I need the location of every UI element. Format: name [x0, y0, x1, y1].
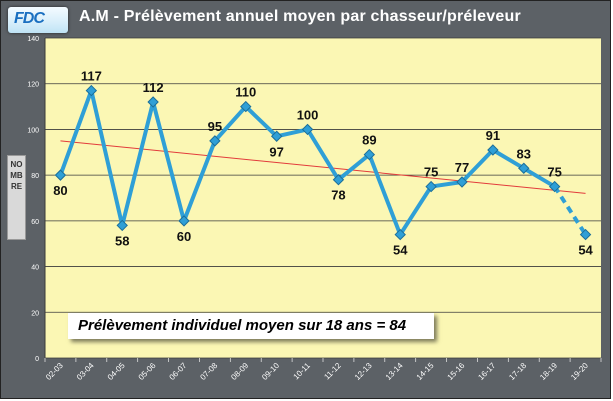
y-tick-label: 120 — [27, 82, 39, 89]
data-label: 83 — [517, 146, 531, 161]
data-label: 112 — [143, 80, 164, 95]
data-point — [270, 130, 283, 142]
data-point — [487, 144, 499, 156]
x-tick-label: 03-04 — [75, 361, 96, 382]
data-label: 58 — [115, 233, 129, 248]
data-label: 54 — [578, 243, 593, 258]
x-tick-label: 11-12 — [322, 361, 343, 382]
y-tick-label: 100 — [27, 127, 39, 134]
data-point — [332, 174, 345, 186]
data-label: 89 — [362, 133, 376, 148]
data-point — [425, 180, 437, 193]
data-point — [301, 123, 314, 136]
y-tick-label: 20 — [31, 310, 39, 317]
trend-line — [60, 140, 586, 194]
data-label: 80 — [53, 183, 67, 198]
x-tick-label: 06-07 — [168, 361, 189, 382]
data-label: 75 — [547, 165, 561, 180]
x-tick-label: 04-05 — [106, 361, 127, 382]
data-label: 95 — [208, 119, 222, 134]
data-label: 75 — [424, 165, 438, 180]
x-tick-label: 05-06 — [137, 361, 158, 382]
series-line-projection — [552, 185, 588, 236]
data-point — [518, 162, 530, 174]
data-point — [456, 176, 468, 188]
data-label: 54 — [393, 243, 408, 258]
x-tick-label: 08-09 — [229, 361, 250, 382]
data-label: 77 — [455, 160, 469, 175]
y-axis-label: NOMBRE — [10, 160, 23, 191]
data-label: 60 — [177, 229, 191, 244]
x-tick-label: 14-15 — [415, 361, 436, 382]
data-label: 78 — [331, 188, 345, 203]
chart-title: A.M - Prélèvement annuel moyen par chass… — [79, 8, 521, 25]
data-point — [116, 219, 128, 232]
y-axis-label-box: NOMBRE — [7, 155, 26, 240]
x-tick-label: 12-13 — [353, 361, 374, 382]
data-label: 117 — [81, 69, 102, 84]
fdc-logo: FDC — [8, 7, 68, 33]
y-tick-label: 60 — [31, 219, 39, 226]
x-tick-label: 19-20 — [569, 361, 590, 382]
x-tick-label: 10-11 — [292, 361, 313, 382]
data-label: 97 — [269, 144, 283, 159]
data-point — [85, 84, 98, 97]
data-label: 110 — [235, 85, 256, 100]
data-point — [240, 100, 252, 113]
logo-mark: FDC — [14, 10, 45, 27]
data-label: 91 — [486, 128, 500, 143]
x-tick-label: 16-17 — [476, 361, 497, 382]
data-point — [363, 148, 376, 161]
x-tick-label: 02-03 — [44, 361, 65, 382]
data-point — [579, 228, 592, 241]
y-tick-label: 0 — [35, 356, 39, 363]
plot-area — [45, 38, 601, 358]
data-point — [209, 135, 221, 147]
x-tick-label: 09-10 — [260, 361, 281, 382]
y-tick-label: 80 — [31, 173, 39, 180]
data-point — [178, 215, 190, 227]
data-point — [54, 169, 67, 181]
x-tick-label: 07-08 — [198, 361, 219, 382]
data-point — [394, 228, 406, 241]
x-tick-label: 15-16 — [446, 361, 467, 382]
average-annotation: Prélèvement individuel moyen sur 18 ans … — [68, 313, 434, 339]
x-tick-label: 13-14 — [384, 361, 405, 382]
x-tick-label: 18-19 — [538, 361, 559, 382]
y-tick-label: 40 — [31, 265, 39, 272]
data-point — [147, 96, 159, 108]
x-tick-label: 17-18 — [507, 361, 528, 382]
data-point — [548, 180, 561, 193]
y-tick-label: 140 — [27, 36, 39, 43]
data-label: 100 — [297, 107, 319, 122]
